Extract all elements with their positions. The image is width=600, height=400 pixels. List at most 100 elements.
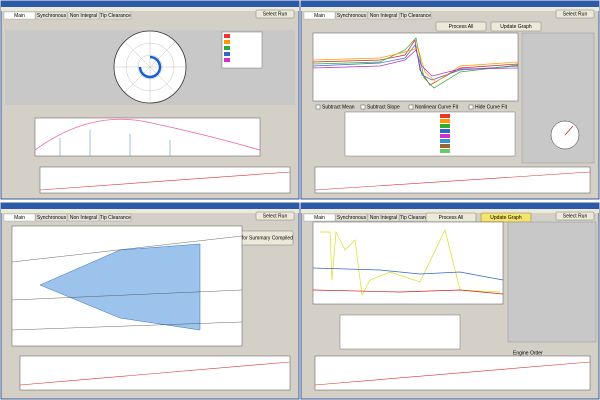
tab[interactable]: [335, 11, 368, 20]
table: [344, 111, 516, 157]
decoration: [224, 46, 230, 50]
decoration: [440, 114, 450, 118]
tab-label[interactable]: Tip Clearance: [400, 215, 431, 221]
decoration: [320, 228, 501, 297]
decoration: [314, 166, 591, 194]
menu-bar: [1, 7, 299, 11]
tab[interactable]: [67, 213, 100, 222]
tab-label[interactable]: Synchronous: [37, 13, 67, 19]
decorations: [5, 30, 597, 391]
button[interactable]: [490, 21, 542, 32]
decoration: [11, 321, 243, 331]
button[interactable]: [255, 9, 295, 19]
tab[interactable]: [3, 213, 36, 222]
title-bar: [1, 1, 299, 7]
decoration: [224, 58, 230, 62]
button-label[interactable]: Update Graph: [490, 215, 522, 221]
title-bar: [301, 1, 599, 7]
tab-label[interactable]: Synchronous: [337, 215, 367, 221]
decoration: [312, 44, 519, 81]
checkbox-label[interactable]: Hide Curve Fit: [475, 105, 508, 111]
checkbox[interactable]: [408, 104, 414, 110]
tab-label[interactable]: Non Integral: [70, 215, 97, 221]
tab[interactable]: [367, 213, 400, 222]
tab[interactable]: [35, 11, 68, 20]
checkbox-label[interactable]: Nonlinear Curve Fit: [415, 105, 459, 111]
button[interactable]: [480, 212, 532, 223]
decoration: [312, 49, 519, 77]
menu-bar: [301, 209, 599, 213]
tab-label[interactable]: Non Integral: [370, 215, 397, 221]
button[interactable]: [555, 211, 595, 221]
tab-label[interactable]: Synchronous: [337, 13, 367, 19]
decoration: [440, 129, 450, 133]
tab-label[interactable]: Main: [314, 13, 325, 19]
tab-label[interactable]: Tip Clearance: [100, 13, 131, 19]
button-label[interactable]: Process All: [449, 24, 474, 30]
tab-label[interactable]: Main: [14, 215, 25, 221]
tab[interactable]: [399, 11, 432, 20]
tab[interactable]: [3, 11, 36, 20]
decoration: [312, 267, 504, 281]
title-bar: [1, 203, 299, 209]
checkbox[interactable]: [468, 104, 474, 110]
spread: [39, 243, 201, 331]
button-label[interactable]: Update Graph: [500, 24, 532, 30]
decoration: [564, 125, 574, 136]
button[interactable]: [555, 9, 595, 19]
decoration: [11, 235, 243, 263]
decoration: [11, 235, 243, 331]
decoration: [11, 289, 243, 301]
decoration: [312, 228, 504, 297]
tab-label[interactable]: Synchronous: [37, 215, 67, 221]
decoration: [224, 40, 230, 44]
decoration: [312, 47, 519, 83]
tab[interactable]: [303, 213, 336, 222]
tab[interactable]: [99, 213, 132, 222]
tab-label[interactable]: Non Integral: [370, 13, 397, 19]
button-label[interactable]: Select Run: [563, 214, 588, 220]
tab-label[interactable]: Tip Clearance: [100, 215, 131, 221]
decoration: [440, 139, 450, 143]
decoration: [314, 361, 591, 386]
tab[interactable]: [303, 11, 336, 20]
tab-label[interactable]: Non Integral: [70, 13, 97, 19]
decoration: [314, 171, 591, 191]
decoration: [59, 130, 171, 156]
color-legend: [221, 31, 263, 69]
decoration: [224, 52, 230, 56]
button-label[interactable]: Save for Summary Compiled: [229, 236, 293, 242]
button-label[interactable]: Process All: [439, 215, 464, 221]
tab[interactable]: [335, 213, 368, 222]
curve: [34, 118, 261, 151]
tab[interactable]: [35, 213, 68, 222]
checkbox-label[interactable]: Subtract Mean: [322, 105, 355, 111]
button[interactable]: [435, 21, 487, 32]
button-label[interactable]: Select Run: [563, 12, 588, 18]
tab-label[interactable]: Main: [14, 13, 25, 19]
decoration: [440, 134, 450, 138]
curves: [312, 37, 519, 89]
menu-bar: [1, 209, 299, 213]
button-label[interactable]: Select Run: [263, 12, 288, 18]
decoration: [137, 54, 163, 80]
tab[interactable]: [67, 11, 100, 20]
tab[interactable]: [99, 11, 132, 20]
rotation-arrow: [138, 55, 162, 79]
tab-label[interactable]: Main: [314, 215, 325, 221]
button-label[interactable]: Select Run: [263, 214, 288, 220]
button[interactable]: [255, 211, 295, 221]
checkbox[interactable]: [315, 104, 321, 110]
decoration: [507, 221, 597, 343]
checkbox[interactable]: [360, 104, 366, 110]
decoration: [19, 355, 291, 391]
tab-label[interactable]: Tip Clearance: [400, 13, 431, 19]
tab[interactable]: [367, 11, 400, 20]
checkbox-label[interactable]: Subtract Slope: [367, 105, 400, 111]
title-bar: [301, 203, 599, 209]
decoration: [19, 361, 291, 386]
decoration: [224, 34, 230, 38]
label: Engine Order: [513, 350, 543, 356]
decoration: [125, 42, 175, 92]
